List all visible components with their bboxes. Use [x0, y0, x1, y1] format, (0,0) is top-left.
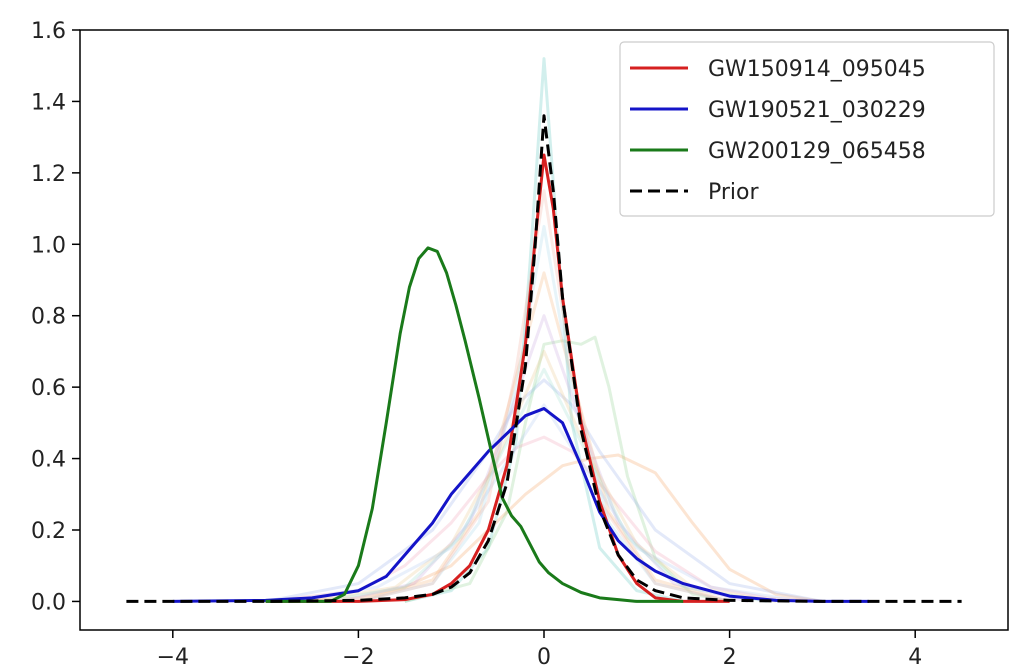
faint-curve-2 — [404, 335, 730, 603]
y-tick-label: 0.6 — [31, 376, 66, 401]
faint-curve-7 — [358, 224, 730, 603]
series-line-1 — [172, 407, 869, 603]
faint-curve-1 — [265, 453, 823, 603]
series-line-2 — [265, 246, 684, 603]
y-axis: 0.0 0.2 0.4 0.6 0.8 1.0 1.2 1.4 1.6 — [31, 19, 80, 615]
y-tick-label: 0.8 — [31, 305, 66, 330]
faint-curve-5 — [357, 271, 731, 603]
x-tick-label: 2 — [723, 645, 737, 670]
legend: GW150914_095045 GW190521_030229 GW200129_0… — [619, 41, 995, 217]
faint-curve-8 — [311, 349, 777, 603]
x-tick-label: −4 — [157, 645, 189, 670]
legend-label: GW150914_095045 — [708, 57, 926, 82]
faint-curve-6 — [339, 314, 749, 603]
y-tick-label: 1.0 — [31, 233, 66, 258]
x-tick-label: 0 — [537, 645, 551, 670]
legend-label: GW200129_065458 — [708, 139, 926, 164]
faint-curve-10 — [358, 189, 730, 603]
series-line-3 — [126, 114, 962, 603]
legend-box — [619, 41, 995, 217]
x-tick-label: 4 — [908, 645, 922, 670]
legend-label: Prior — [708, 180, 759, 205]
x-tick-label: −2 — [342, 645, 374, 670]
faint-curve-11 — [321, 367, 767, 603]
faint-curve-3 — [265, 435, 823, 603]
y-tick-label: 1.4 — [31, 90, 66, 115]
x-axis: −4 −2 0 2 4 — [157, 630, 922, 670]
y-tick-label: 0.4 — [31, 448, 66, 473]
faint-density-curves — [265, 57, 823, 603]
y-tick-label: 0.2 — [31, 519, 66, 544]
faint-curve-9 — [283, 403, 805, 603]
series-curves — [126, 114, 962, 603]
y-tick-label: 1.6 — [31, 19, 66, 44]
y-tick-label: 0.0 — [31, 590, 66, 615]
faint-curve-4 — [265, 378, 823, 603]
y-tick-label: 1.2 — [31, 162, 66, 187]
legend-label: GW190521_030229 — [708, 98, 926, 123]
